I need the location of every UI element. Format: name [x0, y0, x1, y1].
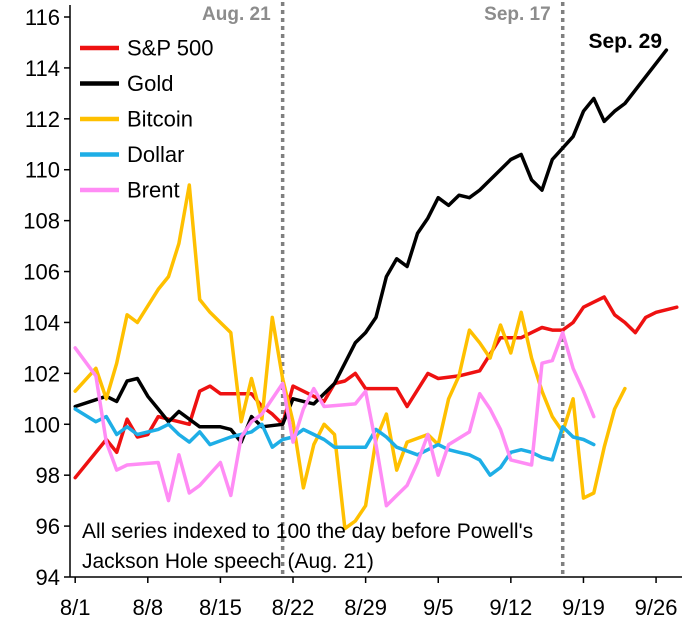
annotations: Sep. 29 All series indexed to 100 the day… — [82, 30, 662, 573]
legend-item-gold: Gold — [80, 71, 173, 96]
legend-label: Dollar — [127, 142, 184, 167]
series-line-brent — [73, 330, 596, 508]
legend-item-brent: Brent — [80, 178, 180, 203]
x-tick-label: 8/29 — [344, 595, 387, 620]
reference-lines: Aug. 21 Sep. 17 — [202, 2, 565, 577]
y-tick-label: 116 — [25, 5, 60, 30]
x-tick-label: 9/26 — [635, 595, 678, 620]
series-group — [73, 48, 679, 531]
y-tick-label: 94 — [36, 565, 60, 590]
y-tick-label: 110 — [25, 158, 60, 183]
legend-item-dollar: Dollar — [80, 142, 184, 167]
vline-label: Sep. 17 — [484, 4, 551, 25]
legend-label: Gold — [127, 71, 173, 96]
y-tick-label: 102 — [23, 361, 60, 386]
x-tick-label: 9/5 — [423, 595, 454, 620]
y-tick-label: 98 — [36, 463, 60, 488]
vline-label: Aug. 21 — [202, 4, 271, 25]
y-tick-label: 100 — [23, 412, 60, 437]
axes: 94 96 98 100 102 104 106 108 110 112 114 116 8/1 8/8 8… — [23, 5, 682, 620]
series-line-s-p-500 — [73, 295, 679, 480]
x-tick-label: 8/1 — [60, 595, 91, 620]
y-tick-label: 104 — [23, 310, 60, 335]
legend-label: S&P 500 — [127, 36, 213, 61]
legend-label: Brent — [127, 178, 180, 203]
legend-item-bitcoin: Bitcoin — [80, 107, 193, 132]
series-line-dollar — [73, 407, 596, 477]
x-tick-label: 9/19 — [562, 595, 605, 620]
x-tick-label: 8/22 — [272, 595, 315, 620]
index-note-line1: All series indexed to 100 the day before… — [82, 520, 533, 543]
legend-label: Bitcoin — [127, 107, 193, 132]
index-note-line2: Jackson Hole speech (Aug. 21) — [82, 550, 374, 573]
y-tick-label: 108 — [23, 209, 60, 234]
y-tick-label: 114 — [25, 56, 60, 81]
y-tick-label: 112 — [25, 107, 60, 132]
legend-item-s-p-500: S&P 500 — [80, 36, 213, 61]
y-tick-label: 96 — [36, 514, 60, 539]
legend: S&P 500 Gold Bitcoin Dollar Brent — [80, 36, 213, 203]
series-line-gold — [73, 48, 669, 444]
x-tick-label: 8/15 — [199, 595, 242, 620]
x-tick-label: 8/8 — [132, 595, 163, 620]
x-tick-label: 9/12 — [489, 595, 532, 620]
end-date-label: Sep. 29 — [588, 30, 662, 53]
y-tick-label: 106 — [23, 260, 60, 285]
